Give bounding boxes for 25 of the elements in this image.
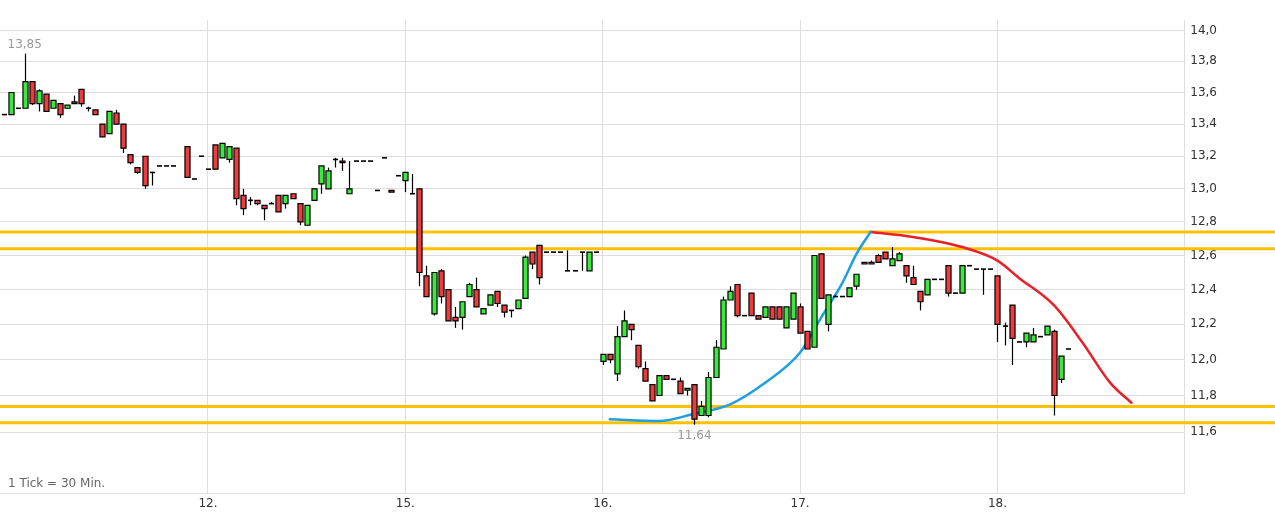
y-tick-label: 14,0	[1190, 22, 1217, 37]
annotation: 13,85	[7, 36, 42, 51]
y-tick-label: 12,0	[1190, 351, 1217, 366]
x-tick-label: 18.	[987, 495, 1008, 510]
candlestick	[564, 249, 571, 272]
y-tick-label: 13,2	[1190, 148, 1217, 163]
x-tick-label: 12.	[198, 495, 218, 510]
x-tick-label: 17.	[790, 495, 810, 510]
y-tick-label: 11,8	[1190, 387, 1217, 402]
y-tick-label: 13,8	[1190, 53, 1217, 68]
y-tick-label: 13,6	[1190, 84, 1217, 99]
y-tick-label: 12,6	[1190, 247, 1217, 262]
y-tick-label: 12,4	[1190, 281, 1217, 296]
line-series	[869, 230, 1133, 405]
x-tick-label: 15.	[395, 495, 415, 510]
y-tick-label: 13,0	[1190, 180, 1217, 195]
y-tick-label: 12,2	[1190, 316, 1217, 331]
candlestick	[994, 275, 1001, 343]
annotation: 1 Tick = 30 Min.	[8, 475, 106, 490]
x-tick-label: 16.	[593, 495, 613, 510]
candlestick	[980, 268, 987, 296]
annotation: 11,64	[677, 427, 712, 442]
y-tick-label: 11,6	[1190, 424, 1217, 439]
y-tick-label: 12,8	[1190, 214, 1217, 229]
y-tick-label: 13,4	[1190, 116, 1217, 131]
